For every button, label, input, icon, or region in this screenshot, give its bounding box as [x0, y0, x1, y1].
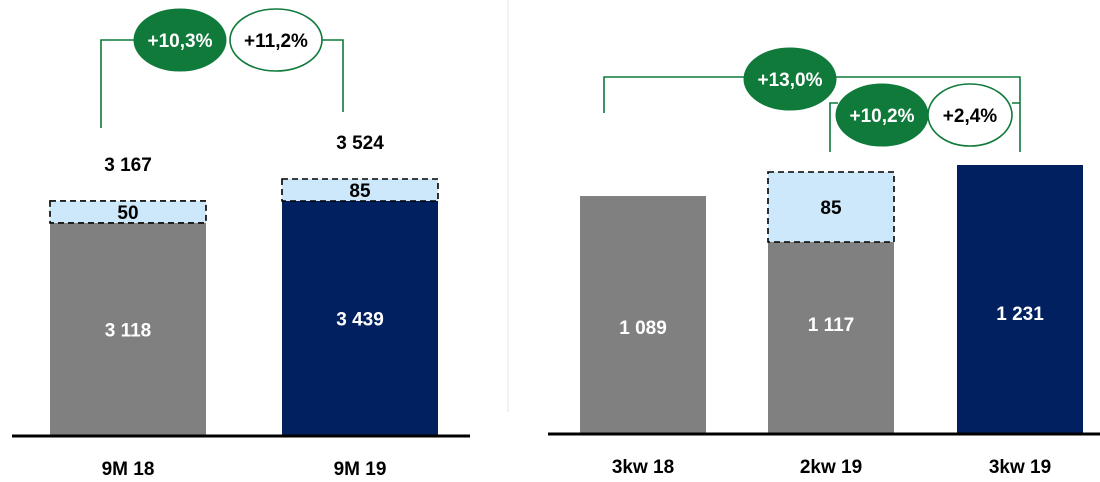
- value-label-9m18-increment: 50: [117, 203, 138, 224]
- growth-label-10-2: +10,2%: [850, 106, 915, 127]
- value-label-2kw19: 1 117: [808, 315, 855, 336]
- total-label-9m19: 3 524: [336, 133, 384, 154]
- value-label-9m19-increment: 85: [349, 181, 371, 202]
- growth-badge-filled: [133, 8, 227, 72]
- value-label-9m19-base: 3 439: [336, 310, 384, 331]
- growth-label-2-4: +2,4%: [943, 106, 998, 127]
- x-tick-label-2kw19: 2kw 19: [800, 457, 862, 478]
- bar-2kw19-increment: [767, 171, 895, 243]
- growth-bracket-outer: [603, 76, 1021, 152]
- x-tick-label-3kw19: 3kw 19: [989, 457, 1051, 478]
- bar-9m19-increment: [281, 178, 439, 202]
- growth-label-10-3: +10,3%: [148, 31, 213, 52]
- growth-badge-outline: [229, 8, 323, 72]
- x-tick-label-3kw18: 3kw 18: [612, 457, 674, 478]
- value-label-9m18-base: 3 118: [105, 320, 152, 341]
- growth-label-11-2: +11,2%: [244, 31, 308, 52]
- growth-bracket-inner: [829, 102, 1020, 152]
- growth-badge-filled: [743, 47, 837, 111]
- value-label-2kw19-increment: 85: [820, 198, 842, 219]
- bar-9m19-base: [282, 201, 438, 436]
- growth-bracket: [100, 39, 344, 128]
- x-tick-label-9m19: 9M 19: [334, 459, 387, 480]
- right-chart: 1 089 1 117 1 231 85 3kw 18 2kw 19 3kw 1…: [548, 47, 1100, 478]
- value-label-3kw19: 1 231: [996, 304, 1044, 325]
- total-label-9m18: 3 167: [104, 155, 152, 176]
- left-chart: 3 118 3 439 50 85 3 167 3 524 9M 18 9M 1…: [12, 8, 470, 480]
- growth-badge-outline: [927, 83, 1013, 147]
- bar-3kw18: [580, 196, 706, 434]
- bar-9m18-base: [50, 222, 206, 436]
- bar-3kw19: [957, 165, 1083, 434]
- bar-9m18-increment: [49, 200, 207, 224]
- value-label-3kw18: 1 089: [619, 318, 667, 339]
- growth-label-13-0: +13,0%: [758, 70, 823, 91]
- x-tick-label-9m18: 9M 18: [102, 459, 155, 480]
